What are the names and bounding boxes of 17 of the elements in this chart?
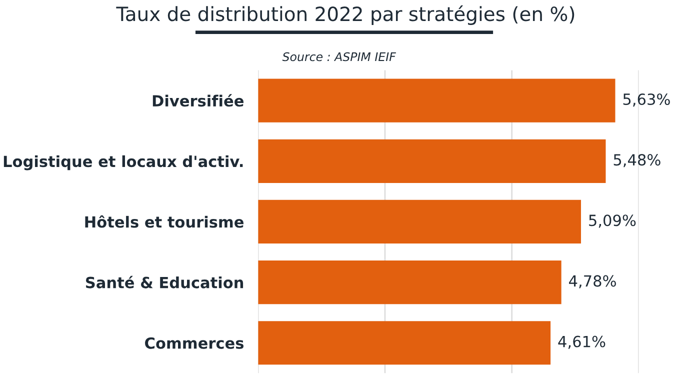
- bar: [258, 200, 581, 244]
- bar: [258, 260, 562, 304]
- chart-title: Taux de distribution 2022 par stratégies (en %): [116, 5, 574, 25]
- y-tick-label: Hôtels et tourisme: [85, 215, 244, 228]
- y-tick-label: Diversifiée: [152, 94, 244, 107]
- data-label: 5,09%: [589, 214, 636, 228]
- bar: [258, 78, 616, 122]
- y-tick-label: Logistique et locaux d'activ.: [4, 155, 243, 170]
- data-label: 4,78%: [569, 275, 616, 288]
- bar: [258, 139, 606, 183]
- bar: [258, 321, 551, 365]
- y-tick-label: Santé & Education: [86, 276, 244, 288]
- y-tick-label: Commerces: [145, 337, 244, 349]
- data-label: 4,61%: [558, 336, 606, 349]
- source-note: Source : ASPIM IEIF: [282, 52, 396, 62]
- data-label: 5,63%: [623, 93, 670, 107]
- data-label: 5,48%: [614, 154, 660, 168]
